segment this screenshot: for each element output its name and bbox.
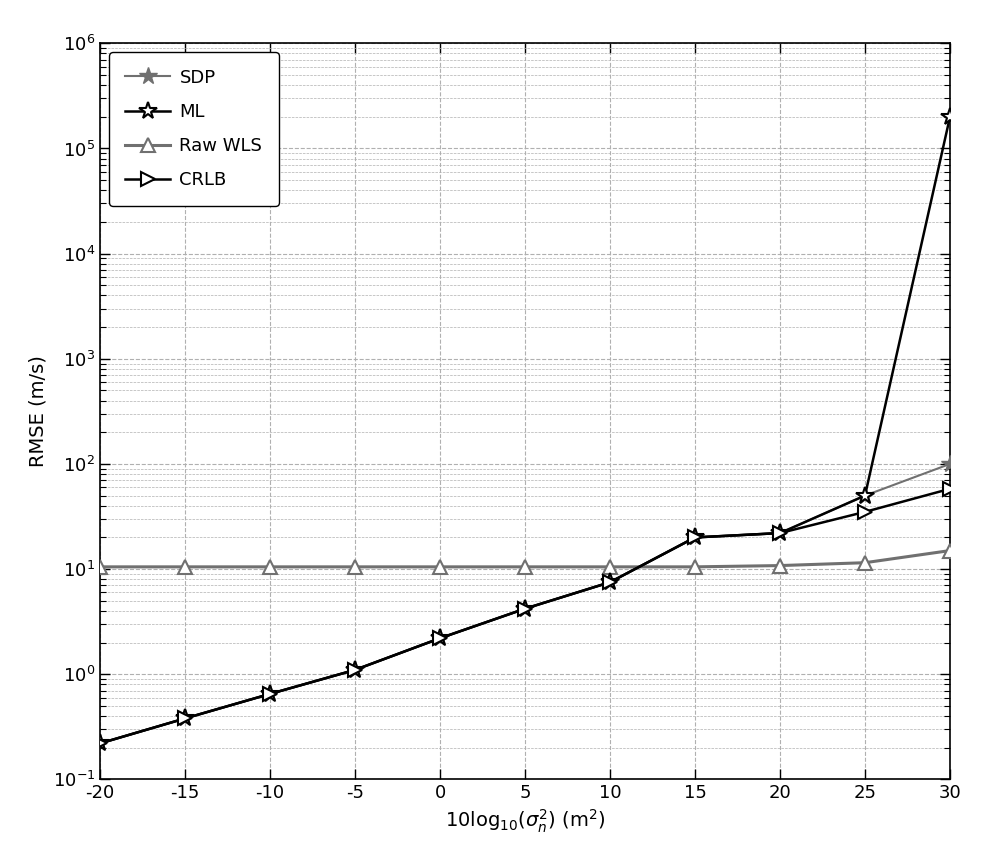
- Legend: SDP, ML, Raw WLS, CRLB: SDP, ML, Raw WLS, CRLB: [109, 52, 279, 205]
- Line: ML: ML: [91, 107, 959, 753]
- ML: [604, 577, 616, 587]
- Raw WLS: [94, 562, 106, 572]
- SDP: [434, 633, 446, 643]
- ML: [179, 714, 191, 724]
- CRLB: [689, 533, 701, 543]
- ML: [944, 112, 956, 122]
- ML: [689, 533, 701, 543]
- CRLB: [519, 604, 531, 614]
- SDP: [179, 714, 191, 724]
- Raw WLS: [264, 562, 276, 572]
- SDP: [859, 490, 871, 501]
- SDP: [519, 604, 531, 614]
- SDP: [689, 533, 701, 543]
- CRLB: [94, 738, 106, 748]
- X-axis label: 10log$_{10}$($\sigma_n^2$) (m$^2$): 10log$_{10}$($\sigma_n^2$) (m$^2$): [445, 808, 605, 835]
- Raw WLS: [179, 562, 191, 572]
- CRLB: [774, 528, 786, 539]
- ML: [774, 528, 786, 539]
- ML: [349, 665, 361, 675]
- ML: [264, 688, 276, 699]
- CRLB: [179, 714, 191, 724]
- SDP: [774, 528, 786, 539]
- Line: SDP: SDP: [91, 455, 959, 753]
- SDP: [944, 459, 956, 469]
- Line: CRLB: CRLB: [93, 481, 957, 750]
- Raw WLS: [774, 560, 786, 571]
- Raw WLS: [859, 558, 871, 568]
- Raw WLS: [689, 562, 701, 572]
- CRLB: [859, 507, 871, 517]
- CRLB: [434, 633, 446, 643]
- ML: [519, 604, 531, 614]
- ML: [434, 633, 446, 643]
- Raw WLS: [604, 562, 616, 572]
- ML: [859, 490, 871, 501]
- Raw WLS: [519, 562, 531, 572]
- SDP: [349, 665, 361, 675]
- Y-axis label: RMSE (m/s): RMSE (m/s): [28, 355, 47, 468]
- Raw WLS: [349, 562, 361, 572]
- SDP: [94, 738, 106, 748]
- CRLB: [944, 483, 956, 494]
- Raw WLS: [944, 546, 956, 556]
- CRLB: [604, 577, 616, 587]
- SDP: [264, 688, 276, 699]
- Line: Raw WLS: Raw WLS: [93, 544, 957, 574]
- SDP: [604, 577, 616, 587]
- Raw WLS: [434, 562, 446, 572]
- CRLB: [349, 665, 361, 675]
- CRLB: [264, 688, 276, 699]
- ML: [94, 738, 106, 748]
